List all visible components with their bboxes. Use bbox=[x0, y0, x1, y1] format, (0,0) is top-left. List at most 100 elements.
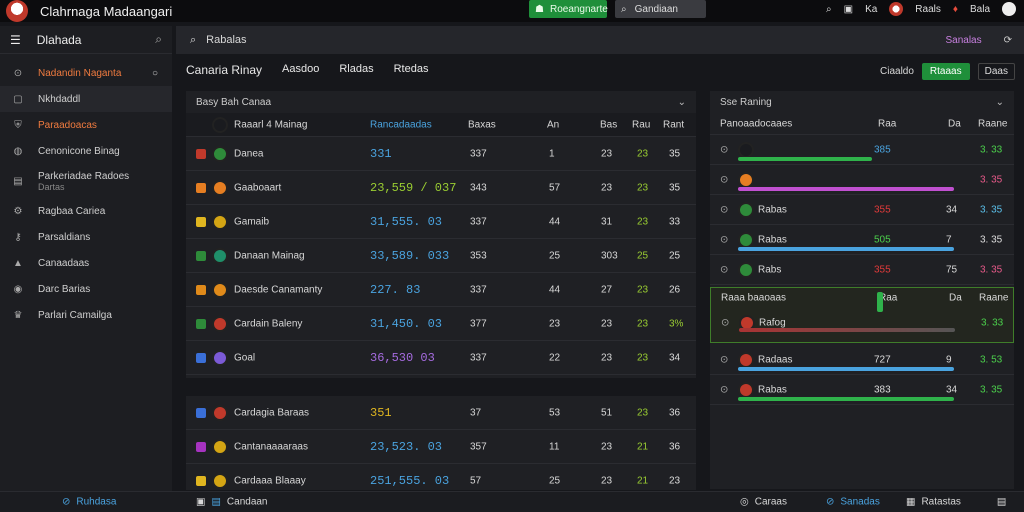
cell: 23 bbox=[601, 352, 613, 363]
top-item-3[interactable]: Bala bbox=[969, 3, 990, 15]
league-icon bbox=[196, 318, 206, 329]
sidebar-item[interactable]: ◉ Darc Barias bbox=[0, 276, 172, 302]
column-header[interactable]: Raa bbox=[878, 118, 897, 129]
cell: 23 bbox=[601, 318, 613, 329]
column-header[interactable]: Raane bbox=[978, 118, 1008, 129]
status-left[interactable]: ⊘ Ruhdasa bbox=[62, 497, 116, 508]
value: 355 bbox=[874, 264, 891, 275]
odds-value: 351 bbox=[370, 405, 392, 420]
pin-icon: ⊙ bbox=[720, 264, 729, 275]
chevron-down-icon[interactable]: ⌄ bbox=[995, 96, 1004, 108]
sidebar-title: Dlahada bbox=[36, 32, 82, 47]
cell: 44 bbox=[549, 284, 561, 295]
column-header[interactable]: An bbox=[547, 119, 560, 130]
right-panel-header[interactable]: Sse Raning ⌄ bbox=[710, 91, 1014, 113]
fire-icon: ♦ bbox=[952, 3, 958, 15]
status-mid-label: Candaan bbox=[226, 496, 268, 508]
ranking-row[interactable]: ⊙ 385 3. 33 bbox=[710, 135, 1014, 165]
notifications-icon[interactable]: ▣ bbox=[843, 3, 854, 15]
sidebar-item[interactable]: ⛨ Paraadoacas bbox=[0, 112, 172, 138]
filter-plain[interactable]: Ciaaldo bbox=[880, 66, 914, 77]
odds-value: 33,589. 033 bbox=[370, 248, 450, 263]
ranking-row[interactable]: ⊙ Rabas 383 34 3. 35 bbox=[710, 375, 1014, 405]
column-header[interactable]: Rau bbox=[632, 119, 651, 130]
tab-2[interactable]: Aasdoo bbox=[282, 63, 320, 75]
column-header[interactable]: Rancadaadas bbox=[370, 119, 432, 130]
cell: 27 bbox=[601, 284, 613, 295]
highlighted-row[interactable]: Raaa baaoaas Raa Da Raane ⊙ Rafog 3. 33 bbox=[710, 287, 1014, 343]
sidebar-item[interactable]: ♛ Parlari Camailga bbox=[0, 302, 172, 328]
table-row[interactable]: Gaaboaart 23,559 / 037 343 57 23 23 35 bbox=[186, 171, 696, 205]
status-right-3[interactable]: ▦ Ratastas ▤ bbox=[906, 497, 1006, 508]
tab-3[interactable]: Rladas bbox=[339, 63, 374, 75]
filter-outline[interactable]: Daas bbox=[977, 63, 1015, 80]
league-icon bbox=[196, 284, 206, 295]
status-right-2[interactable]: ⊘ Sanadas bbox=[826, 497, 880, 508]
sidebar-item[interactable]: ⚙ Ragbaa Cariea bbox=[0, 198, 172, 224]
ranking-row[interactable]: ⊙ Rabas 505 7 3. 35 bbox=[710, 225, 1014, 255]
status-right-1[interactable]: ◎ Caraas bbox=[740, 497, 787, 508]
left-panel: Basy Bah Canaa ⌄ Raaarl 4 Mainag Rancada… bbox=[186, 91, 696, 378]
league-icon bbox=[196, 148, 206, 159]
right-panel-title: Sse Raning bbox=[720, 96, 772, 108]
team-icon bbox=[212, 315, 228, 332]
table-row[interactable]: Goal 36,530 03 337 22 23 23 34 bbox=[186, 341, 696, 375]
sidebar-item[interactable]: ◍ Cenonicone Binag bbox=[0, 138, 172, 164]
settings-icon[interactable]: ⟳ bbox=[1003, 34, 1012, 46]
table-row[interactable]: Daesde Canamanty 227. 83 337 44 27 23 26 bbox=[186, 273, 696, 307]
filter-active[interactable]: Rtaaas bbox=[921, 63, 970, 80]
tab-4[interactable]: Rtedas bbox=[393, 63, 429, 75]
sidebar-item[interactable]: ▤ Parkeriadae Radoes Dartas bbox=[0, 164, 172, 198]
search-icon[interactable]: ⌕ bbox=[826, 3, 832, 15]
column-header[interactable]: Bas bbox=[600, 119, 618, 130]
search-icon[interactable]: ⌕ bbox=[190, 33, 197, 46]
cell: 23 bbox=[637, 352, 649, 363]
column-header[interactable]: Panoaadocaaes bbox=[720, 118, 793, 129]
menu-icon[interactable]: ☰ bbox=[10, 32, 21, 47]
top-search-input[interactable]: ⌕ Gandiaan bbox=[615, 0, 706, 18]
tab-1[interactable]: Canaria Rinay bbox=[186, 63, 263, 77]
sidebar-item[interactable]: ⚷ Parsaldians bbox=[0, 224, 172, 250]
column-header[interactable]: Baxas bbox=[468, 119, 496, 130]
league-icon bbox=[196, 352, 206, 363]
chevron-down-icon[interactable]: ⌄ bbox=[677, 96, 686, 108]
ranking-row[interactable]: ⊙ Radaas 727 9 3. 53 bbox=[710, 345, 1014, 375]
search-icon[interactable]: ⌕ bbox=[155, 32, 162, 46]
column-header[interactable]: Rant bbox=[663, 119, 685, 130]
value: 7 bbox=[946, 234, 952, 245]
cell: 3% bbox=[669, 318, 684, 329]
compass-icon: ⊙ bbox=[13, 67, 23, 79]
sidebar-item[interactable]: ▢ Nkhdaddl bbox=[0, 86, 172, 112]
column-header[interactable]: Da bbox=[948, 118, 961, 129]
left-panel-header[interactable]: Basy Bah Canaa ⌄ bbox=[186, 91, 696, 113]
table-row[interactable]: Cantanaaaaraas 23,523. 03 357 11 23 21 3… bbox=[186, 430, 696, 464]
ranking-row[interactable]: ⊙ 3. 35 bbox=[710, 165, 1014, 195]
table-row[interactable]: Cardagia Baraas 351 37 53 51 23 36 bbox=[186, 396, 696, 430]
cell: 23 bbox=[601, 182, 613, 193]
topnav-right-link[interactable]: Sanalas bbox=[945, 34, 982, 46]
ranking-row[interactable]: ⊙ Rabs 355 75 3. 35 bbox=[710, 255, 1014, 285]
sidebar-header: ☰ Dlahada ⌕ bbox=[0, 26, 172, 54]
cell: 57 bbox=[549, 182, 561, 193]
table-row[interactable]: Danea 331 337 1 23 23 35 bbox=[186, 137, 696, 171]
progress-bar bbox=[739, 328, 955, 332]
toggle-icon[interactable]: ○ bbox=[151, 67, 158, 79]
team-name: Gaaboaart bbox=[234, 182, 282, 193]
left-panel-2: Cardagia Baraas 351 37 53 51 23 36 Canta… bbox=[186, 396, 696, 498]
value: 75 bbox=[946, 264, 958, 275]
green-action-button[interactable]: ☗ Roeangnarte bbox=[529, 0, 608, 18]
table-icon: ▦ bbox=[906, 496, 916, 508]
sidebar-item[interactable]: ⊙ Nadandin Naganta ○ bbox=[0, 60, 172, 86]
avatar[interactable] bbox=[1002, 2, 1016, 16]
table-row[interactable]: Danaan Mainag 33,589. 033 353 25 303 25 … bbox=[186, 239, 696, 273]
sidebar-item[interactable]: ▲ Canaadaas bbox=[0, 250, 172, 276]
team-name: Rabas bbox=[758, 204, 787, 215]
top-item-2[interactable]: Raals bbox=[915, 3, 941, 15]
ranking-row[interactable]: ⊙ Rabas 355 34 3. 35 bbox=[710, 195, 1014, 225]
table-row[interactable]: Cardain Baleny 31,450. 03 377 23 23 23 3… bbox=[186, 307, 696, 341]
column-header[interactable]: Raaarl 4 Mainag bbox=[234, 119, 308, 130]
table-row[interactable]: Gamaib 31,555. 03 337 44 31 23 33 bbox=[186, 205, 696, 239]
top-item-1[interactable]: Ka bbox=[865, 3, 878, 15]
status-mid[interactable]: ▣ ▤ Candaan bbox=[196, 497, 268, 508]
square-icon: ▢ bbox=[13, 93, 23, 105]
